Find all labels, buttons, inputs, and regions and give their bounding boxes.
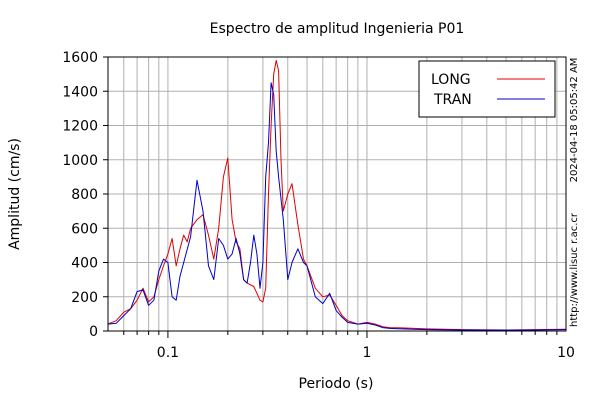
legend-label-tran: TRAN (433, 92, 472, 108)
chart-title: Espectro de amplitud Ingenieria P01 (210, 21, 465, 37)
y-tick-label: 400 (71, 256, 98, 272)
x-axis: 0.1 1 10 (123, 331, 575, 361)
source-url-label: http://www.lisuc r.ac.cr (569, 212, 580, 327)
y-tick-label: 1000 (62, 153, 98, 169)
x-axis-label: Periodo (s) (299, 376, 374, 392)
legend-box (418, 60, 556, 118)
y-tick-label: 800 (71, 187, 98, 203)
y-tick-label: 1400 (62, 84, 98, 100)
x-tick-label: 1 (362, 345, 371, 361)
legend-label-long: LONG (431, 72, 471, 88)
x-tick-label: 0.1 (157, 345, 179, 361)
series-line-tran (108, 82, 566, 331)
x-tick-label: 10 (557, 345, 575, 361)
y-tick-label: 1200 (62, 119, 98, 135)
y-axis: 0 200 400 600 800 1000 1200 1400 1600 (62, 50, 108, 340)
legend: LONG TRAN (418, 60, 556, 118)
timestamp-label: 2024-04-18 05:05:42 AM (569, 58, 580, 183)
y-axis-label: Amplitud (cm/s) (7, 138, 23, 250)
y-tick-label: 1600 (62, 50, 98, 66)
y-tick-label: 200 (71, 290, 98, 306)
grid (108, 57, 566, 331)
y-tick-label: 600 (71, 221, 98, 237)
y-tick-label: 0 (89, 324, 98, 340)
